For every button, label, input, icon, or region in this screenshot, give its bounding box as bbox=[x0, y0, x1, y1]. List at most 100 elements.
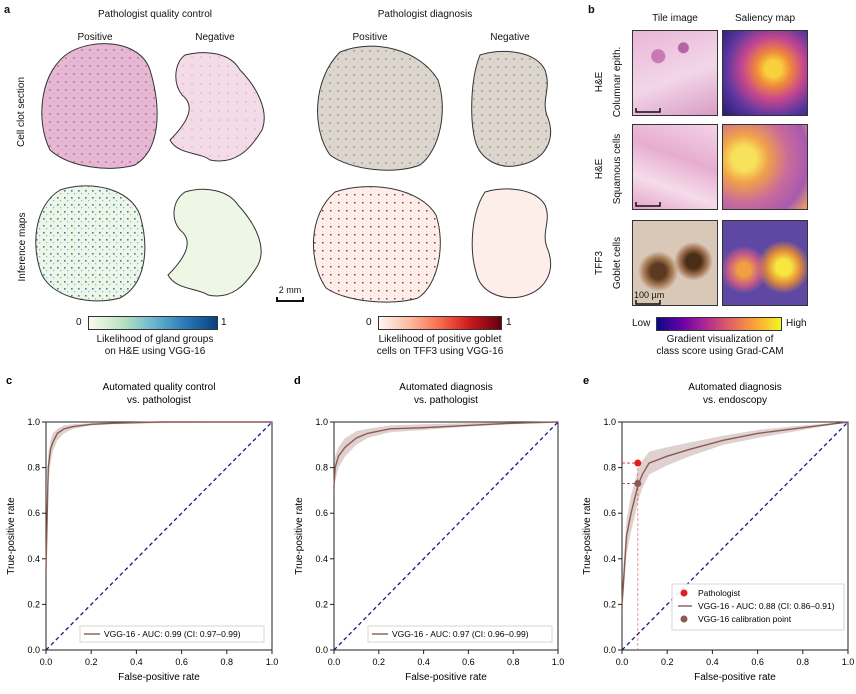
cbar-left-caption-2: on H&E using VGG-16 bbox=[104, 346, 206, 357]
panel-e-frame bbox=[621, 421, 849, 651]
panel-e-ytick-label: 1.0 bbox=[603, 417, 616, 427]
row-label-3: TFF3 Goblet cells bbox=[594, 221, 632, 307]
cbar-right-caption-1: Likelihood of positive goblet bbox=[378, 334, 502, 345]
panel-e-ytick-label: 0.4 bbox=[603, 554, 616, 564]
panel-e-letter: e bbox=[583, 375, 589, 387]
row-1-stain: H&E bbox=[594, 71, 605, 93]
panel-d-chance-line bbox=[333, 421, 559, 651]
panel-e-ytick-label: 0.2 bbox=[603, 599, 616, 609]
panel-d-legend-box bbox=[367, 625, 553, 643]
panel-d-ytick-label: 0.0 bbox=[315, 645, 328, 655]
panel-c-xtick-label: 1.0 bbox=[266, 657, 279, 667]
panel-c-xlabel: False-positive rate bbox=[118, 672, 200, 683]
scale-bar bbox=[276, 297, 304, 302]
panel-d-roc-line bbox=[333, 421, 559, 486]
panel-c-letter: c bbox=[6, 375, 12, 387]
panel-d-ytick-label: 0.2 bbox=[315, 599, 328, 609]
panel-c-title-1: Automated quality control bbox=[103, 382, 216, 393]
panel-d-frame bbox=[333, 421, 559, 651]
panel-d-xtick-label: 0.8 bbox=[507, 657, 520, 667]
panel-d-ytick-label: 0.6 bbox=[315, 508, 328, 518]
panel-e-calibration-point bbox=[634, 480, 642, 488]
dx-negative-inference bbox=[471, 188, 552, 299]
dx-negative-label: Negative bbox=[490, 32, 530, 43]
panel-d-legend-label: VGG-16 - AUC: 0.97 (CI: 0.96–0.99) bbox=[392, 629, 529, 639]
qc-positive-inference bbox=[35, 185, 146, 302]
panel-c-ytick-label: 0.2 bbox=[27, 599, 40, 609]
qc-negative-label: Negative bbox=[195, 32, 235, 43]
panel-e-title-2: vs. endoscopy bbox=[703, 395, 767, 406]
panel-b-letter: b bbox=[588, 4, 595, 16]
panel-c-ytick-label: 0.0 bbox=[27, 645, 40, 655]
dx-negative-section bbox=[471, 50, 552, 167]
panel-e-ytick-label: 0.0 bbox=[603, 645, 616, 655]
row-label-1: H&E Columnar epith. bbox=[594, 40, 632, 126]
panel-e-xtick-label: 0.6 bbox=[751, 657, 764, 667]
panel-c-legend-label: VGG-16 - AUC: 0.99 (CI: 0.97–0.99) bbox=[104, 629, 241, 639]
tissue-figure bbox=[35, 43, 552, 303]
panel-e-xtick-label: 0.8 bbox=[797, 657, 810, 667]
panel-d-xlabel: False-positive rate bbox=[405, 672, 487, 683]
panel-c-roc-line bbox=[45, 421, 272, 571]
panel-a-letter: a bbox=[4, 4, 11, 16]
row-3-stain: TFF3 bbox=[594, 251, 605, 275]
row-1-tissue: Columnar epith. bbox=[612, 46, 623, 118]
panel-c-ytick-label: 1.0 bbox=[27, 417, 40, 427]
qc-positive-section bbox=[41, 43, 158, 169]
panel-d-title-2: vs. pathologist bbox=[414, 395, 478, 406]
panel-e-xlabel: False-positive rate bbox=[694, 672, 776, 683]
panel-d-letter: d bbox=[294, 375, 301, 387]
panel-e-xtick-label: 0.4 bbox=[706, 657, 719, 667]
row-label-2: H&E Squamous cells bbox=[594, 127, 632, 213]
qc-title: Pathologist quality control bbox=[98, 9, 212, 20]
panel-d-ytick-label: 0.4 bbox=[315, 554, 328, 564]
panel-c-ytick-label: 0.8 bbox=[27, 463, 40, 473]
panel-c-xtick-label: 0.0 bbox=[40, 657, 53, 667]
panel-c-ytick-label: 0.6 bbox=[27, 508, 40, 518]
panel-e-legend-pathologist: Pathologist bbox=[698, 588, 741, 598]
panel-c-ytick-label: 0.4 bbox=[27, 554, 40, 564]
tile-goblet bbox=[632, 220, 718, 306]
cbar-left-min: 0 bbox=[76, 317, 82, 328]
cbar-saliency bbox=[656, 317, 782, 331]
tile-scale-bars bbox=[635, 108, 661, 305]
tile-scale-label: 100 µm bbox=[634, 290, 665, 300]
qc-negative-inference bbox=[167, 188, 262, 297]
qc-negative-section bbox=[169, 52, 265, 162]
row-2-tissue: Squamous cells bbox=[612, 133, 623, 205]
dx-positive-label: Positive bbox=[352, 32, 388, 43]
tile-image-header: Tile image bbox=[652, 13, 698, 24]
cbar-left-max: 1 bbox=[221, 317, 227, 328]
panel-e-xtick-label: 1.0 bbox=[842, 657, 855, 667]
cbar-high-label: High bbox=[786, 318, 807, 329]
scale-bar-tile-2 bbox=[635, 202, 661, 207]
tile-columnar bbox=[632, 30, 718, 116]
panel-d-ytick-label: 0.8 bbox=[315, 463, 328, 473]
panel-d-ytick-label: 1.0 bbox=[315, 417, 328, 427]
roc-charts: c Automated quality control vs. pathologis… bbox=[6, 375, 855, 683]
panel-d-xtick-label: 0.6 bbox=[462, 657, 475, 667]
panel-c-title-2: vs. pathologist bbox=[127, 395, 191, 406]
panel-e-legend-calibration: VGG-16 calibration point bbox=[698, 614, 792, 624]
panel-e-pathologist-point bbox=[634, 459, 642, 467]
panel-c-xtick-label: 0.8 bbox=[221, 657, 234, 667]
panel-c-ylabel: True-positive rate bbox=[6, 497, 17, 575]
scale-bar-tile-1 bbox=[635, 108, 661, 113]
panel-e-roc-line bbox=[621, 421, 849, 605]
panel-c-legend-box bbox=[79, 625, 265, 643]
dx-positive-inference bbox=[312, 186, 441, 303]
tile-squamous bbox=[632, 124, 718, 210]
panel-e-legend-calibration-swatch bbox=[680, 615, 688, 623]
panel-c-ci-band bbox=[46, 422, 272, 582]
cbar-left-caption-1: Likelihood of gland groups bbox=[96, 334, 214, 345]
panel-e-ylabel: True-positive rate bbox=[582, 497, 593, 575]
panel-d-ylabel: True-positive rate bbox=[294, 497, 305, 575]
panel-c-chance-line bbox=[45, 421, 273, 651]
panel-d-xtick-label: 0.0 bbox=[328, 657, 341, 667]
cbar-right-caption-2: cells on TFF3 using VGG-16 bbox=[376, 346, 504, 357]
panel-e-legend-pathologist-swatch bbox=[680, 589, 688, 597]
panel-e-title-1: Automated diagnosis bbox=[688, 382, 781, 393]
cbar-right-max: 1 bbox=[506, 317, 512, 328]
panel-e-xtick-label: 0.0 bbox=[616, 657, 629, 667]
gradcam-caption-2: class score using Grad-CAM bbox=[656, 346, 784, 357]
